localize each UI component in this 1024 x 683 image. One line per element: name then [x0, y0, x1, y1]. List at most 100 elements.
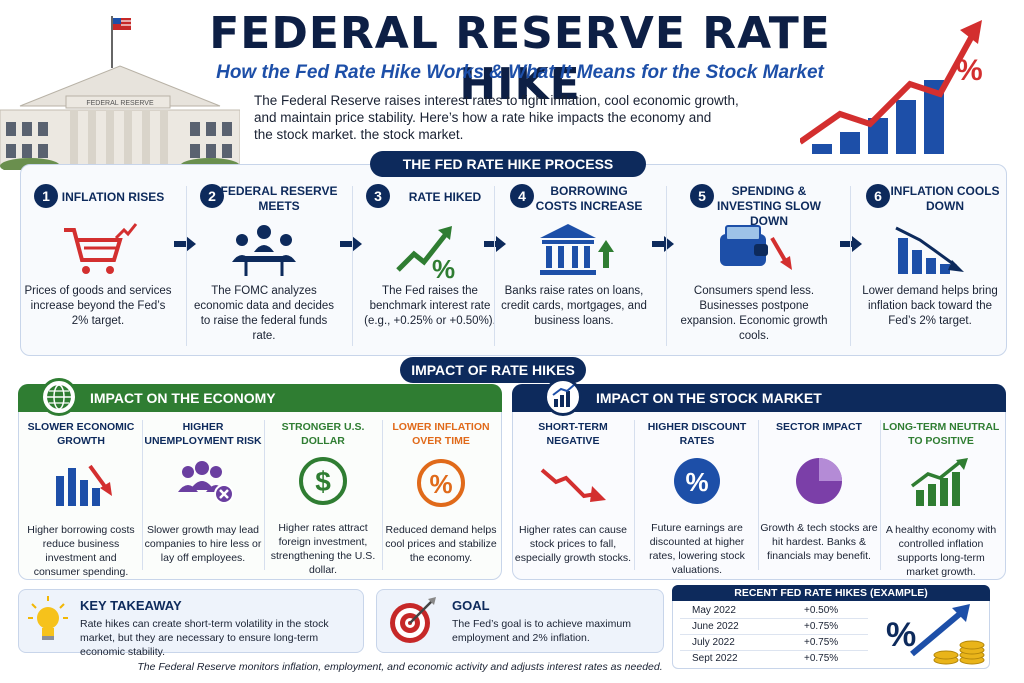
page-subtitle: How the Fed Rate Hike Works & What It Me… [216, 62, 824, 83]
key-takeaway-title: KEY TAKEAWAY [80, 598, 182, 613]
bank-icon [540, 224, 614, 275]
table-row: June 2022 +0.75% [680, 619, 868, 635]
step-number: 2 [200, 184, 224, 208]
table-cell-date: July 2022 [692, 637, 735, 648]
divider [850, 186, 851, 346]
impact-stock-item-2: HIGHER DISCOUNT RATES % Future earnings … [638, 420, 756, 576]
step-description: Consumers spend less. Businesses postpon… [680, 285, 828, 342]
footer-note: The Federal Reserve monitors inflation, … [137, 661, 663, 673]
impact-stock-item-4: LONG-TERM NEUTRAL TO POSITIVE A healthy … [882, 420, 1000, 578]
rate-up-icon: % [396, 226, 455, 280]
item-description: Higher rates can cause stock prices to f… [514, 524, 632, 564]
step-number: 1 [34, 184, 58, 208]
table-cell-change: +0.75% [804, 621, 839, 632]
economy-impact-header [18, 384, 502, 412]
step-description: Banks raise rates on loans, credit cards… [501, 285, 647, 327]
process-step-3: 3 RATE HIKED % The Fed raises the benchm… [356, 180, 504, 350]
item-title: SHORT-TERM NEGATIVE [538, 421, 608, 447]
intro-line: and maintain price stability. Here’s how… [254, 110, 712, 125]
item-title: LOWER INFLATION OVER TIME [392, 421, 490, 447]
step-description: Prices of goods and services increase be… [24, 285, 172, 327]
rising-bar-chart-illustration: % [800, 20, 983, 154]
divider [186, 186, 187, 346]
step-title: FEDERAL RESERVE MEETS [220, 184, 338, 213]
impact-economy-item-4: LOWER INFLATION OVER TIME % Reduced dema… [382, 420, 500, 576]
growth-chart-icon [910, 458, 968, 506]
percent-symbol: % [685, 467, 708, 497]
step-title: INFLATION RISES [61, 190, 165, 204]
arrow-right-icon [484, 236, 506, 252]
item-title: LONG-TERM NEUTRAL TO POSITIVE [882, 421, 1000, 447]
stock-impact-header [512, 384, 1006, 412]
page-title: FEDERAL RESERVE RATE HIKE [209, 8, 831, 110]
dollar-icon: $ [299, 457, 347, 505]
arrow-right-icon [840, 236, 862, 252]
meeting-icon [232, 225, 296, 276]
item-description: Growth & tech stocks are hit hardest. Ba… [760, 522, 878, 562]
percent-symbol: % [886, 616, 916, 654]
divider [264, 420, 265, 570]
impact-economy-item-3: STRONGER U.S. DOLLAR $ Higher rates attr… [264, 420, 382, 576]
goal-text: The Fed’s goal is to achieve maximum emp… [452, 618, 631, 644]
process-step-5: 5 SPENDING & INVESTING SLOW DOWN Consume… [680, 180, 828, 350]
item-description: A healthy economy with controlled inflat… [885, 524, 997, 578]
divider [758, 420, 759, 570]
divider [634, 420, 635, 570]
divider [382, 420, 383, 570]
recent-hikes-table-title: RECENT FED RATE HIKES (EXAMPLE) [672, 585, 990, 601]
item-title: HIGHER UNEMPLOYMENT RISK [144, 421, 262, 447]
item-description: Future earnings are discounted at higher… [649, 522, 745, 576]
divider [494, 186, 495, 346]
process-step-6: 6 INFLATION COOLS DOWN Lower demand help… [856, 180, 1004, 350]
key-takeaway-box [18, 589, 364, 653]
stock-impact-title: IMPACT ON THE STOCK MARKET [596, 390, 822, 406]
item-title: HIGHER DISCOUNT RATES [647, 421, 747, 447]
process-step-1: 1 INFLATION RISES Prices of goods and se… [24, 180, 172, 350]
step-description: The Fed raises the benchmark interest ra… [364, 285, 496, 327]
table-row: May 2022 +0.50% [680, 603, 868, 619]
item-title: SECTOR IMPACT [776, 421, 862, 433]
goal-title: GOAL [452, 598, 490, 613]
wallet-icon [720, 225, 792, 270]
table-cell-change: +0.75% [804, 653, 839, 664]
economy-impact-title: IMPACT ON THE ECONOMY [90, 390, 276, 406]
target-icon [390, 597, 436, 643]
item-title: SLOWER ECONOMIC GROWTH [27, 421, 135, 447]
shopping-cart-icon [64, 223, 138, 274]
percent-symbol: % [429, 469, 452, 499]
table-cell-change: +0.75% [804, 637, 839, 648]
step-description: Lower demand helps bring inflation back … [862, 285, 998, 327]
divider [142, 420, 143, 570]
building-sign: FEDERAL RESERVE [86, 100, 154, 107]
impact-stock-item-1: SHORT-TERM NEGATIVE Higher rates can cau… [514, 420, 632, 576]
stock-impact-panel [512, 384, 1006, 580]
chart-down-icon [895, 226, 964, 274]
arrow-right-icon [174, 236, 196, 252]
globe-icon [40, 378, 78, 416]
falling-line-icon [540, 468, 606, 502]
declining-bars-icon [56, 464, 112, 506]
impact-stock-item-3: SECTOR IMPACT Growth & tech stocks are h… [760, 420, 878, 576]
discount-percent-icon: % [674, 458, 720, 504]
impact-economy-item-1: SLOWER ECONOMIC GROWTH Higher borrowing … [22, 420, 140, 578]
divider [880, 420, 881, 570]
percent-circle-icon: % [417, 459, 465, 507]
people-remove-icon [178, 461, 234, 504]
item-description: Higher rates attract foreign investment,… [270, 522, 376, 576]
table-row: Sept 2022 +0.75% [680, 651, 868, 667]
divider [352, 186, 353, 346]
process-section-title: THE FED RATE HIKE PROCESS [370, 151, 646, 177]
arrow-right-icon [652, 236, 674, 252]
step-title: BORROWING COSTS INCREASE [535, 184, 643, 213]
table-cell-date: May 2022 [692, 605, 736, 616]
table-row: July 2022 +0.75% [680, 635, 868, 651]
percent-symbol: % [956, 54, 983, 87]
step-title: RATE HIKED [408, 190, 482, 204]
step-title: SPENDING & INVESTING SLOW DOWN [716, 184, 821, 228]
process-step-4: 4 BORROWING COSTS INCREASE Banks raise r… [500, 180, 648, 350]
impact-economy-item-2: HIGHER UNEMPLOYMENT RISK Slower growth m… [144, 420, 262, 576]
lightbulb-icon [28, 596, 68, 640]
key-takeaway-text: Rate hikes can create short-term volatil… [80, 618, 329, 658]
pie-chart-icon [796, 458, 842, 504]
item-description: Higher borrowing costs reduce business i… [27, 524, 135, 578]
